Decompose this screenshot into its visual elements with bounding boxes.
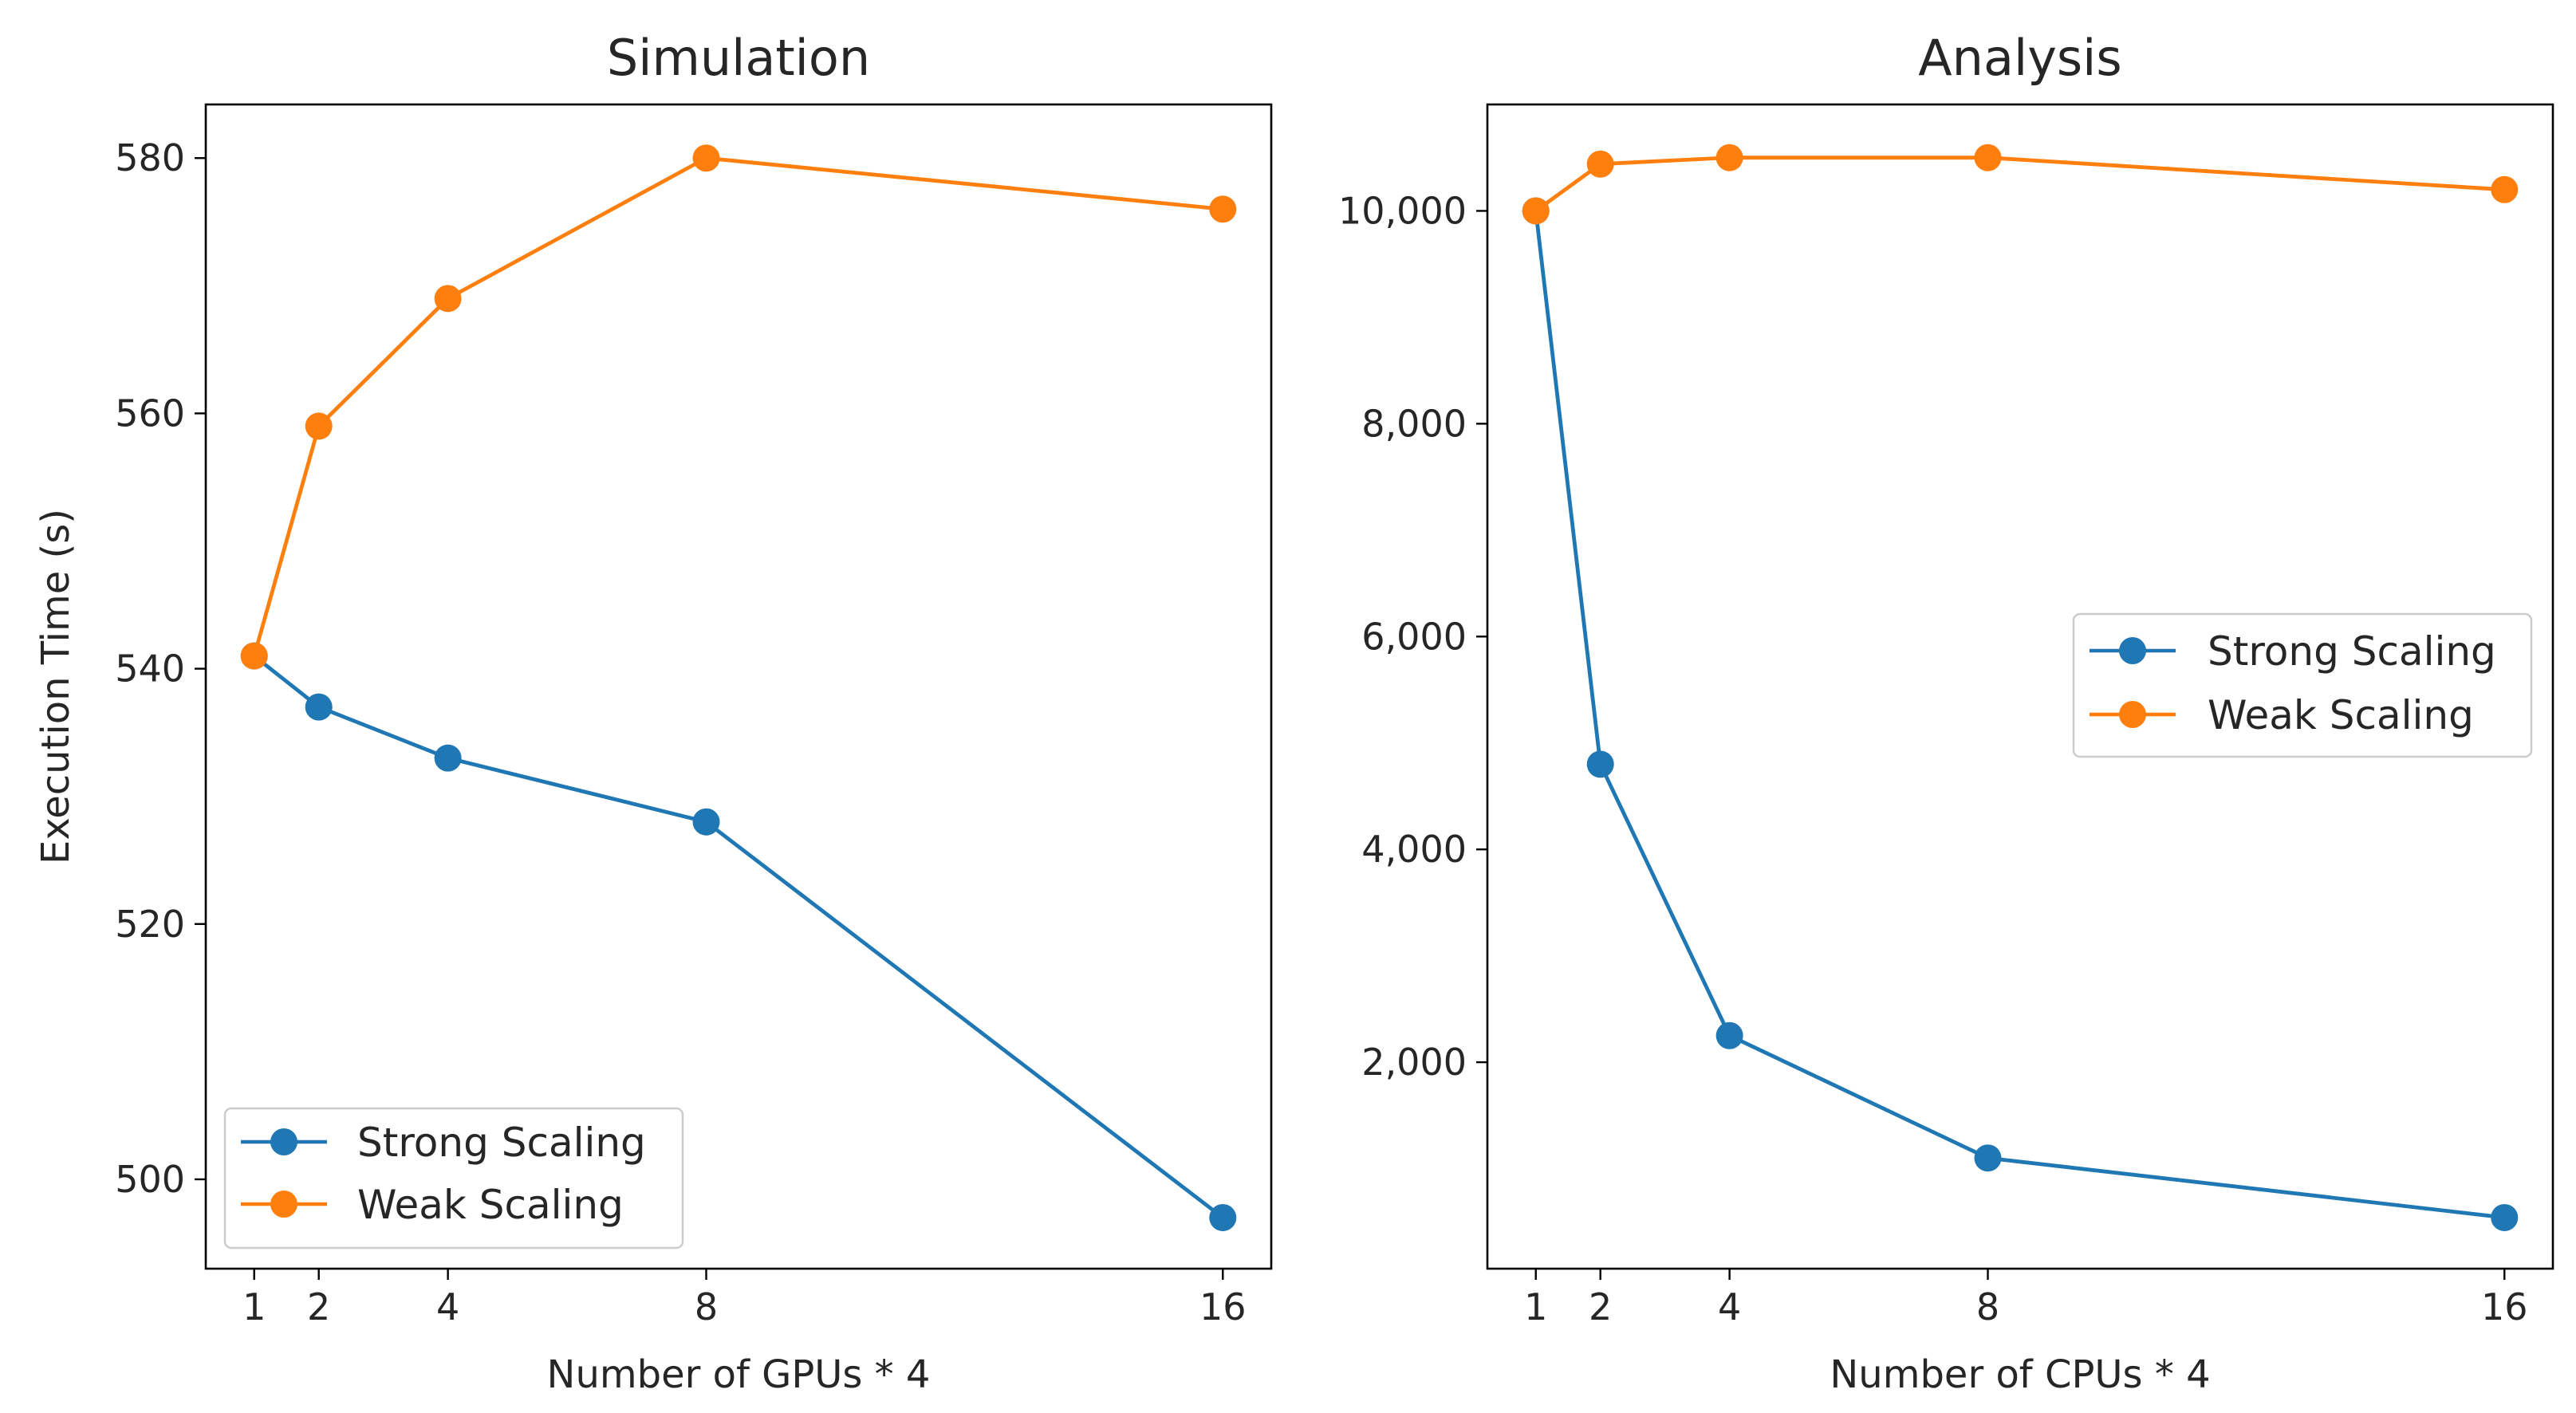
legend-label-strong: Strong Scaling [2208, 628, 2496, 675]
analysis-weak-scaling-point [1522, 197, 1550, 225]
simulation-weak-scaling-point [305, 412, 333, 440]
analysis-weak-scaling-point [1586, 150, 1614, 178]
legend-marker-strong [2119, 637, 2146, 664]
legend-label-weak: Weak Scaling [2208, 692, 2474, 738]
simulation-legend: Strong Scaling Weak Scaling [223, 1107, 684, 1250]
y-tick-label: 2,000 [1361, 1041, 1467, 1084]
analysis-weak-scaling-point [2491, 175, 2519, 203]
y-tick-label: 580 [115, 136, 185, 179]
legend-label-weak: Weak Scaling [357, 1182, 624, 1228]
x-tick-label: 8 [695, 1285, 718, 1328]
simulation-weak-scaling-point [1209, 195, 1237, 223]
x-tick-label: 1 [242, 1285, 266, 1328]
y-tick-label: 560 [115, 392, 185, 435]
analysis-strong-scaling-point [1715, 1021, 1743, 1049]
simulation-weak-scaling-point [434, 285, 462, 313]
x-tick-label: 8 [1976, 1285, 1999, 1328]
y-tick-label: 10,000 [1338, 189, 1467, 232]
analysis-strong-scaling-point [1586, 750, 1614, 778]
simulation-weak-scaling-point [692, 144, 720, 172]
simulation-ticks: 1 2 4 8 16 500 520 540 560 580 [115, 136, 1246, 1328]
x-tick-label: 4 [1718, 1285, 1741, 1328]
simulation-x-axis-label: Number of GPUs * 4 [547, 1352, 931, 1397]
simulation-axes-frame [204, 103, 1273, 1270]
analysis-weak-scaling-point [1715, 144, 1743, 171]
legend-label-strong: Strong Scaling [357, 1120, 646, 1166]
y-tick-label: 500 [115, 1158, 185, 1201]
legend-box [223, 1107, 684, 1250]
x-tick-label: 2 [307, 1285, 330, 1328]
analysis-ticks: 1 2 4 8 16 2,000 4,000 6,000 8,000 10,000 [1338, 189, 2528, 1328]
legend-marker-weak [270, 1191, 297, 1218]
x-tick-label: 16 [2481, 1285, 2528, 1328]
analysis-weak-scaling-point [1974, 144, 2002, 171]
simulation-strong-scaling-point [305, 693, 333, 721]
analysis-x-axis-label: Number of CPUs * 4 [1830, 1352, 2210, 1397]
x-tick-label: 2 [1589, 1285, 1612, 1328]
y-tick-label: 6,000 [1361, 615, 1467, 658]
y-tick-label: 8,000 [1361, 402, 1467, 445]
chart-simulation: 1 2 4 8 16 500 520 540 560 580 Simulation Number … [33, 29, 1273, 1397]
simulation-strong-scaling-point [1209, 1203, 1237, 1231]
analysis-axes-frame [1486, 103, 2554, 1270]
y-tick-label: 520 [115, 903, 185, 946]
simulation-strong-scaling-point [692, 808, 720, 836]
x-tick-label: 16 [1199, 1285, 1247, 1328]
simulation-strong-scaling-point [434, 744, 462, 772]
chart-analysis: 1 2 4 8 16 2,000 4,000 6,000 8,000 10,000 Analysi… [1338, 29, 2554, 1397]
x-tick-label: 1 [1524, 1285, 1547, 1328]
legend-box [2072, 612, 2533, 758]
simulation-series [240, 144, 1237, 1231]
simulation-title: Simulation [607, 29, 870, 87]
simulation-weak-scaling-point [240, 642, 268, 670]
analysis-legend: Strong Scaling Weak Scaling [2072, 612, 2533, 758]
legend-marker-strong [270, 1128, 297, 1155]
analysis-title: Analysis [1918, 29, 2121, 87]
analysis-strong-scaling-point [2491, 1203, 2519, 1231]
analysis-series [1522, 144, 2519, 1231]
y-tick-label: 4,000 [1361, 828, 1467, 871]
legend-marker-weak [2119, 701, 2146, 728]
x-tick-label: 4 [436, 1285, 459, 1328]
y-tick-label: 540 [115, 647, 185, 691]
simulation-y-axis-label: Execution Time (s) [33, 509, 78, 864]
analysis-strong-scaling-point [1974, 1144, 2002, 1172]
